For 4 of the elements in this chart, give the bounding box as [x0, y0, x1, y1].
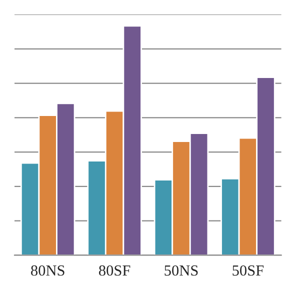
x-tick-label: 50NS [164, 265, 198, 276]
x-tick-label: 80SF [99, 265, 130, 276]
x-tick-label: 80NS [31, 265, 64, 276]
x-tick-label: 50SF [232, 265, 264, 276]
